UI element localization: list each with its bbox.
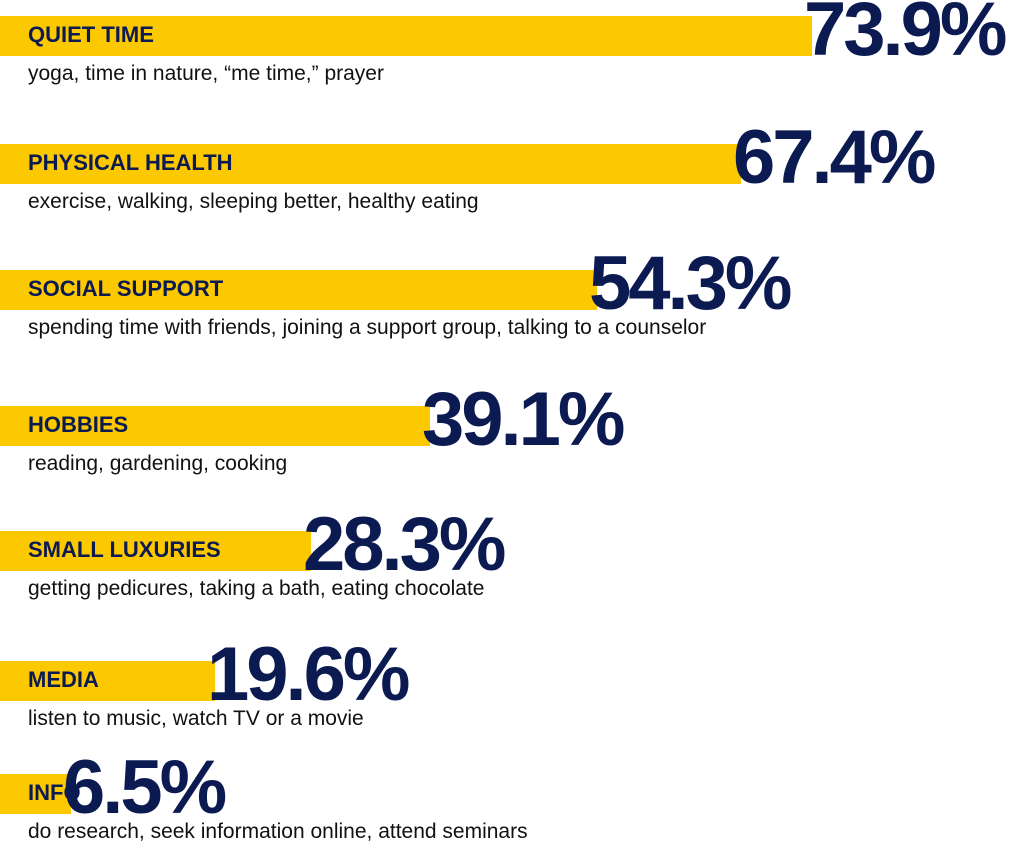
value-label: 67.4%	[733, 115, 936, 200]
category-description: reading, gardening, cooking	[28, 452, 288, 475]
bar-row: PHYSICAL HEALTH 67.4% exercise, walking, s…	[0, 120, 1029, 238]
bar	[0, 144, 741, 184]
bar-row: HOBBIES 39.1% reading, gardening, cooking	[0, 382, 1029, 500]
bar-row: INFO 6.5% do research, seek information on…	[0, 750, 1029, 868]
category-description: exercise, walking, sleeping better, heal…	[28, 190, 479, 213]
category-label: MEDIA	[28, 667, 99, 692]
bar-row: SOCIAL SUPPORT 54.3% spending time with fr…	[0, 246, 1029, 364]
value-label: 28.3%	[303, 502, 506, 587]
category-description: spending time with friends, joining a su…	[28, 316, 707, 339]
category-label: PHYSICAL HEALTH	[28, 150, 233, 175]
bar	[0, 661, 215, 701]
bar-row: MEDIA 19.6% listen to music, watch TV or a…	[0, 637, 1029, 755]
category-label: HOBBIES	[28, 412, 129, 437]
category-label: INFO	[28, 780, 81, 805]
value-label: 54.3%	[589, 241, 792, 326]
bar	[0, 270, 597, 310]
category-description: do research, seek information online, at…	[28, 820, 528, 843]
category-description: getting pedicures, taking a bath, eating…	[28, 577, 485, 600]
bar	[0, 531, 311, 571]
bar-row: SMALL LUXURIES 28.3% getting pedicures, ta…	[0, 507, 1029, 625]
bar	[0, 16, 812, 56]
category-label: SOCIAL SUPPORT	[28, 276, 224, 301]
category-description: listen to music, watch TV or a movie	[28, 707, 364, 730]
bar-row: QUIET TIME 73.9% yoga, time in nature, “me…	[0, 0, 1029, 110]
category-label: SMALL LUXURIES	[28, 537, 221, 562]
category-description: yoga, time in nature, “me time,” prayer	[28, 62, 384, 85]
value-label: 39.1%	[422, 377, 625, 462]
value-label: 6.5%	[63, 745, 227, 830]
value-label: 19.6%	[207, 632, 410, 717]
bar	[0, 406, 430, 446]
category-label: QUIET TIME	[28, 22, 154, 47]
bar	[0, 774, 71, 814]
value-label: 73.9%	[804, 0, 1007, 72]
